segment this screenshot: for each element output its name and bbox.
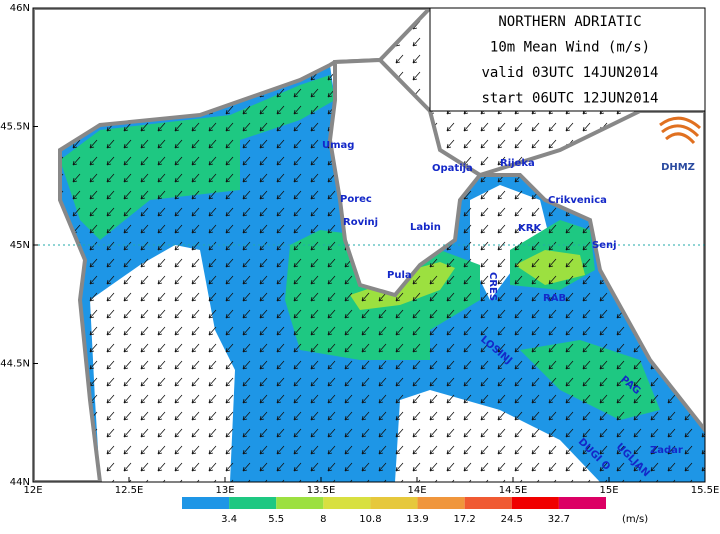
place-label: Rovinj [343, 217, 378, 228]
header-line: 10m Mean Wind (m/s) [490, 40, 650, 56]
x-tick-label: 14.5E [499, 485, 528, 496]
map-layers [33, 8, 705, 482]
land [327, 57, 483, 298]
colorbar-swatch [323, 497, 371, 509]
place-label: Zadar [650, 445, 683, 456]
place-label: Crikvenica [548, 195, 607, 206]
logo: DHMZ [659, 116, 702, 173]
colorbar-label: 32.7 [548, 514, 570, 525]
place-label: Pula [387, 270, 412, 281]
place-label: Opatija [432, 163, 473, 174]
place-label: Porec [340, 194, 372, 205]
colorbar-label: 10.8 [359, 514, 381, 525]
colorbar-swatch [558, 497, 606, 509]
x-tick-label: 13.5E [307, 485, 336, 496]
place-label: Rijeka [500, 158, 535, 169]
y-tick-label: 44.5N [0, 359, 30, 370]
place-label: CRES [487, 272, 498, 301]
x-tick-label: 15.5E [691, 485, 720, 496]
colorbar-unit: (m/s) [622, 514, 648, 525]
x-tick-label: 15E [599, 485, 618, 496]
header-line: NORTHERN ADRIATIC [498, 14, 641, 30]
y-tick-label: 45N [10, 240, 30, 251]
x-tick-label: 14E [407, 485, 426, 496]
place-label: RAB [543, 293, 566, 304]
colorbar-label: 17.2 [454, 514, 476, 525]
place-label: KRK [518, 223, 542, 234]
header-line: start 06UTC 12JUN2014 [481, 91, 658, 107]
colorbar-swatch [464, 497, 512, 509]
logo-icon [659, 116, 702, 145]
header-line: valid 03UTC 14JUN2014 [481, 65, 658, 81]
colorbar-label: 5.5 [268, 514, 284, 525]
colorbar-label: 24.5 [501, 514, 523, 525]
colorbar-swatch [182, 497, 230, 509]
place-label: Senj [592, 240, 617, 251]
logo-text: DHMZ [661, 162, 695, 173]
colorbar-swatch [229, 497, 277, 509]
colorbar-label: 13.9 [406, 514, 428, 525]
place-label: Labin [410, 222, 441, 233]
colorbar-swatch [370, 497, 418, 509]
colorbar-label: 3.4 [221, 514, 237, 525]
place-label: Umag [322, 140, 354, 151]
colorbar-swatch [511, 497, 559, 509]
x-tick-label: 13E [215, 485, 234, 496]
land [479, 109, 705, 434]
colorbar-label: 8 [320, 514, 326, 525]
colorbar-swatch [417, 497, 465, 509]
x-tick-label: 12.5E [115, 485, 144, 496]
header-box [429, 7, 706, 112]
y-tick-label: 45.5N [0, 122, 30, 133]
x-tick-label: 12E [23, 485, 42, 496]
y-tick-label: 44N [10, 477, 30, 488]
y-tick-label: 46N [10, 3, 30, 14]
colorbar-swatch [276, 497, 324, 509]
